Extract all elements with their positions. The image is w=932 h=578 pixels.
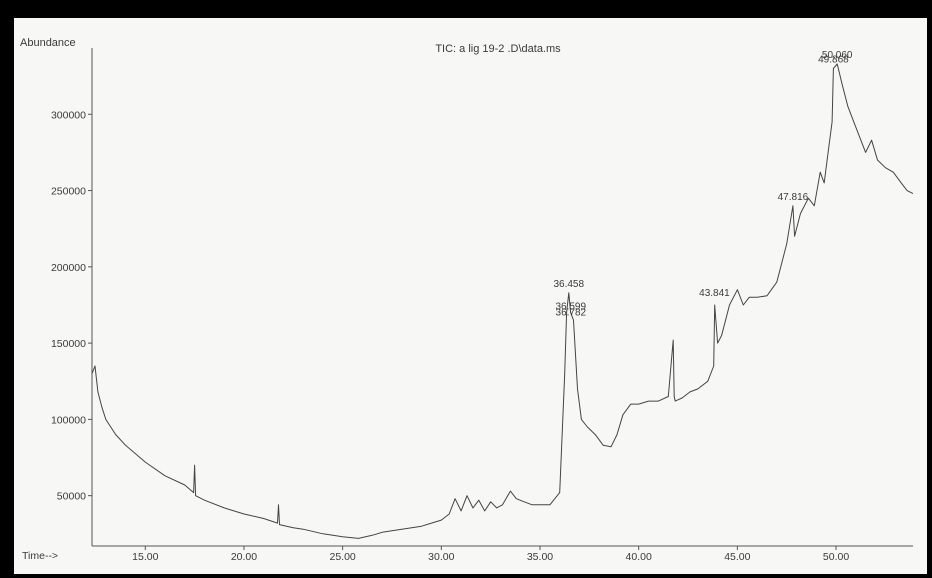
- peak-label: 43.841: [699, 288, 730, 299]
- y-axis: 50000 100000 150000 200000 250000 300000: [51, 48, 93, 546]
- y-tick-label: 100000: [51, 414, 86, 426]
- y-tick-label: 250000: [51, 186, 86, 198]
- x-tick-label: 50.00: [823, 551, 849, 563]
- y-tick-label: 200000: [51, 262, 86, 274]
- tic-trace: [91, 63, 914, 539]
- x-tick-label: 15.00: [132, 551, 158, 563]
- x-axis: 15.00 20.00 25.00 30.00 35.00 40.00 45.00 50.00: [92, 545, 913, 563]
- peak-label: 50.060: [822, 50, 853, 61]
- peak-label: 36.599: [555, 302, 586, 313]
- x-axis-label: Time-->: [22, 550, 58, 562]
- x-tick-label: 30.00: [428, 551, 454, 563]
- x-tick-label: 45.00: [724, 551, 750, 563]
- tic-chromatogram: Abundance TIC: a lig 19-2 .D\data.ms Tim…: [20, 37, 914, 563]
- x-tick-label: 40.00: [626, 551, 652, 563]
- y-tick-label: 300000: [51, 109, 86, 121]
- chromatogram-scan: Abundance TIC: a lig 19-2 .D\data.ms Tim…: [14, 18, 927, 574]
- x-tick-label: 25.00: [330, 551, 356, 563]
- x-tick-label: 20.00: [231, 551, 257, 563]
- x-tick-label: 35.00: [527, 551, 553, 563]
- y-tick-label: 150000: [51, 338, 86, 350]
- y-tick-label: 50000: [57, 491, 86, 503]
- chart-title: TIC: a lig 19-2 .D\data.ms: [435, 43, 561, 55]
- peak-label: 47.816: [778, 192, 809, 203]
- peak-label: 36.782: [556, 308, 587, 319]
- peak-label: 36.458: [553, 279, 584, 290]
- plot-area: [91, 63, 914, 539]
- peak-label: 49.868: [818, 55, 849, 66]
- y-axis-label: Abundance: [20, 37, 76, 49]
